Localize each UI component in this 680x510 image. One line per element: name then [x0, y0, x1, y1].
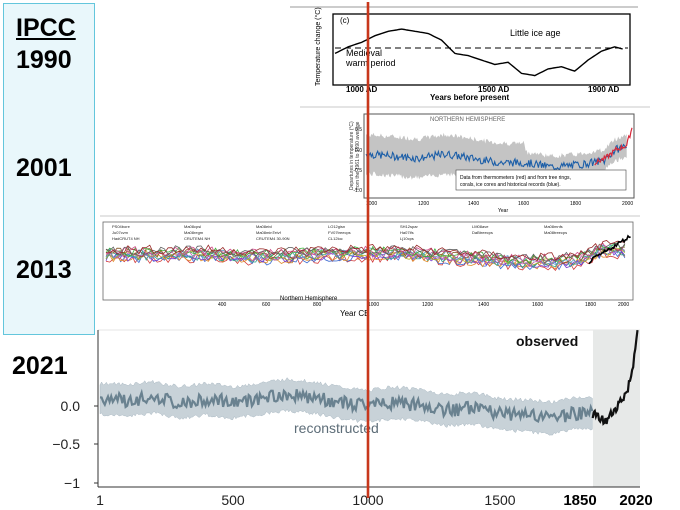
x-tick-label-1850: 1850 [563, 492, 596, 509]
annotation-medieval: Medieval [346, 48, 382, 58]
y-tick-label-minus-1-2021: −1 [64, 475, 80, 491]
legend-entry-16: CRUTEM4 NH [184, 236, 210, 241]
ipcc-heading: IPCC [16, 14, 76, 42]
year-label-2001: 2001 [16, 154, 72, 182]
legend-entry-18: CL12loc [328, 236, 343, 241]
x-axis-title-2013: Year CE [340, 309, 370, 318]
legend-entry-3: Ma08eivl [256, 224, 272, 229]
reconstructed-curve [99, 387, 594, 423]
x-tick-label-1600: 1600 [518, 201, 529, 207]
legend-entry-5: SH12spar [400, 224, 418, 229]
legend-entry-13: DaBtreecps [472, 230, 493, 235]
reconstruction-series-4 [105, 247, 626, 269]
panel-2013: PS04bore Ma08cpsl Ma08eivl LO12gisn SH12spar… [102, 221, 634, 318]
y-tick-label-minus-1-0: -1.0 [353, 188, 362, 194]
panel-1990: (c) Temperature change (°C) Little ice a… [314, 7, 631, 102]
y-tick-label-minus-0-5: -0.5 [353, 168, 362, 174]
x-tick-label-1500-2021: 1500 [484, 492, 515, 508]
x-tick-label-1900ad: 1900 AD [588, 85, 620, 94]
reconstruction-curves-2013 [105, 240, 626, 272]
legend-entry-6: LM08ave [472, 224, 489, 229]
x-tick-label-500: 500 [221, 492, 245, 508]
legend-entry-14: Ma08treecps [544, 230, 567, 235]
observed-curve [591, 329, 639, 426]
x-tick-label-2000: 2000 [622, 201, 633, 207]
x-tick-label-1500ad: 1500 AD [478, 85, 510, 94]
x-tick-label-1000ad: 1000 AD [346, 85, 378, 94]
legend-entry-2: Ma08cpsl [184, 224, 201, 229]
note-line-1: Data from thermometers (red) and from tr… [460, 175, 571, 181]
x-tick-label-1: 1 [96, 492, 104, 508]
legend-entry-15: HadCRUT4 NH [112, 236, 140, 241]
annotation-little-ice-age: Little ice age [510, 28, 561, 38]
x-tick-label-1200-ce: 1200 [422, 302, 433, 308]
plot-frame-2001 [363, 113, 635, 199]
x-tick-label-1800-ce: 1800 [585, 302, 596, 308]
annotation-warm-period: warm period [345, 58, 396, 68]
x-tick-label-1000-ce: 1000 [368, 302, 379, 308]
panel-2001: NORTHERN HEMISPHERE Departures in temper… [349, 113, 635, 214]
year-sidebar: IPCC 1990 2001 2013 [3, 3, 95, 335]
legend-entry-11: FV07treecps [328, 230, 351, 235]
legend-entry-17: CRUTEM4 30-90N [256, 236, 290, 241]
reconstructed-label: reconstructed [294, 420, 379, 436]
panel-title-2001: NORTHERN HEMISPHERE [430, 117, 505, 123]
y-axis-title-2001-line1: Departures in temperature (°C) [349, 121, 355, 190]
year-label-2021: 2021 [12, 352, 68, 380]
y-axis-title-1990: Temperature change (°C) [314, 7, 322, 86]
legend-entry-19: Lj10cps [400, 236, 414, 241]
legend-entry-12: Ha07lfs [400, 230, 414, 235]
x-tick-label-1400-ce: 1400 [478, 302, 489, 308]
year-label-1990: 1990 [16, 46, 72, 74]
note-box-2001 [455, 169, 627, 191]
x-axis-title-2001: Year [498, 208, 508, 214]
legend-entry-7: Ma08mnfs [544, 224, 563, 229]
note-line-2: corals, ice cores and historical records… [460, 182, 561, 188]
x-tick-label-1200: 1200 [418, 201, 429, 207]
y-tick-label-minus-0-5-2021: −0.5 [52, 436, 80, 452]
x-tick-label-1000: 1000 [366, 201, 377, 207]
legend-2013: PS04bore Ma08cpsl Ma08eivl LO12gisn SH12spar… [112, 224, 567, 241]
reconstruction-uncertainty-band [99, 377, 593, 436]
x-tick-label-2020: 2020 [619, 492, 652, 509]
y-tick-label-0-5: 0.5 [355, 127, 362, 133]
y-tick-label-0-0-2021: 0.0 [61, 398, 81, 414]
instrumental-curve-2013 [588, 234, 631, 265]
x-axis-title-1990: Years before present [430, 93, 509, 102]
x-tick-label-1000-2021: 1000 [352, 492, 383, 508]
x-tick-label-1600-ce: 1600 [532, 302, 543, 308]
y-tick-label-0-0: 0.0 [355, 148, 362, 154]
year-label-2013: 2013 [16, 256, 72, 284]
legend-entry-1: PS04bore [112, 224, 131, 229]
y-axis-title-2001-line2: from the 1961 to 1990 average [355, 121, 361, 190]
panel-label-c: (c) [340, 16, 350, 25]
x-tick-label-600: 600 [262, 302, 271, 308]
legend-entry-9: Ma08regm [184, 230, 204, 235]
x-tick-label-2000-ce: 2000 [618, 302, 629, 308]
x-tick-label-1400: 1400 [468, 201, 479, 207]
proxy-curve-2001 [365, 143, 627, 171]
thermometer-curve-2001 [594, 127, 633, 166]
observed-label: observed [516, 333, 578, 349]
legend-entry-10: Ma08minTeivf [256, 230, 282, 235]
reconstruction-series-6 [105, 247, 626, 267]
reconstruction-series-13 [105, 240, 625, 262]
legend-entry-8: Ju07cvm [112, 230, 129, 235]
x-tick-label-400: 400 [218, 302, 227, 308]
reconstruction-series-11 [105, 242, 626, 264]
legend-entry-4: LO12gisn [328, 224, 345, 229]
x-tick-label-800: 800 [313, 302, 322, 308]
panel-2021: 0.0 −0.5 −1 1 500 1000 1500 1850 2020 ob… [52, 329, 653, 509]
temperature-curve-1990 [334, 28, 623, 77]
plot-frame-1990 [332, 13, 631, 86]
inner-title-2013: Northern Hemisphere [280, 296, 338, 302]
x-tick-label-1800: 1800 [570, 201, 581, 207]
